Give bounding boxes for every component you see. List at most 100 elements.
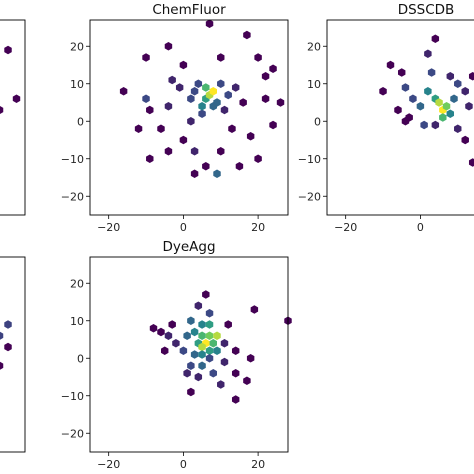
axes-frame xyxy=(89,256,289,453)
hexbin-cell xyxy=(205,353,214,363)
hexbin-cell xyxy=(0,331,4,340)
y-tick-label: 0 xyxy=(77,352,84,365)
hexbin-cell xyxy=(427,68,436,77)
chart-panel-3: −20 0 −20 −10 0 10 20 DSSCDB xyxy=(298,2,474,234)
hexbin-cell xyxy=(431,34,440,44)
hexbin-cell xyxy=(409,94,417,104)
y-tick-label: −10 xyxy=(298,153,321,166)
y-tick-label: 10 xyxy=(70,78,84,91)
hexbin-cell xyxy=(198,361,206,371)
chart-panel-2: −20 0 20 −20 −10 0 10 20 ChemFluor xyxy=(61,2,289,234)
y-tick-label: −20 xyxy=(61,190,84,203)
hexbin-cell xyxy=(228,124,236,134)
hexbin-cell xyxy=(119,86,128,96)
y-tick-label: 0 xyxy=(77,115,84,128)
x-tick-label: 0 xyxy=(180,221,187,234)
axes-frame xyxy=(0,19,26,216)
hexbin-cell xyxy=(420,120,428,130)
axes-frame xyxy=(326,19,474,216)
hexbin-cell xyxy=(157,124,165,134)
x-tick-label: −20 xyxy=(97,221,120,234)
hexbin-cell xyxy=(276,98,285,107)
hexbin-cell xyxy=(190,350,199,359)
y-tick-label: −10 xyxy=(61,390,84,403)
y-tick-label: 0 xyxy=(314,115,321,128)
hexbin-cell xyxy=(468,71,474,81)
hexbin-cell xyxy=(379,86,387,96)
hexbin-cell xyxy=(243,30,251,40)
hexbin-cell xyxy=(424,49,432,59)
hexbin-cell xyxy=(198,342,206,352)
hexbin-cell xyxy=(454,79,462,89)
hexbin-cell xyxy=(386,60,395,70)
hexbin-cell xyxy=(246,353,255,363)
y-tick-label: −10 xyxy=(61,153,84,166)
hexbin-cell xyxy=(209,86,218,96)
y-tick-label: 20 xyxy=(70,277,84,290)
hexbin-cell xyxy=(224,320,232,329)
hexbin-cell xyxy=(4,342,12,352)
x-tick-label: 0 xyxy=(180,458,187,471)
hexbin-cell xyxy=(205,320,214,329)
hexbin-cell xyxy=(194,301,203,311)
y-tick-label: −20 xyxy=(298,190,321,203)
hexbin-cell xyxy=(202,161,210,171)
hexbin-cell xyxy=(446,109,455,119)
hexbin-cell xyxy=(205,19,214,29)
hexbin-cell xyxy=(250,305,259,314)
hexbin-cell xyxy=(149,323,158,333)
hexbin-cell xyxy=(269,120,277,130)
hexbin-cell xyxy=(454,124,462,134)
hexbin-cell xyxy=(424,86,432,96)
hexbin-cell xyxy=(157,327,165,337)
hexbin-cell xyxy=(246,131,255,141)
hexbin-cell xyxy=(164,101,173,111)
hexbin-cell xyxy=(194,372,203,382)
hexbin-cell xyxy=(183,368,191,378)
hexbin-cell xyxy=(465,101,473,111)
y-tick-label: −20 xyxy=(61,427,84,440)
hexbin-cell xyxy=(261,94,270,104)
hexbin-cell xyxy=(172,338,180,348)
hexbin-cell xyxy=(142,94,150,104)
hexbin-cell xyxy=(198,331,206,341)
hexbin-cell xyxy=(187,387,195,397)
hexbin-cell xyxy=(0,105,4,115)
hexbin-cell xyxy=(142,53,150,62)
hexbin-cell xyxy=(205,346,214,356)
hexbin-cell xyxy=(190,86,199,96)
hexbin-cell xyxy=(198,101,206,111)
hexbin-cell xyxy=(146,105,154,115)
hexbin-cell xyxy=(168,320,176,329)
hexbin-cell xyxy=(217,380,225,389)
hexbin-cell xyxy=(198,320,206,329)
hexbin-cell xyxy=(269,64,277,74)
hexbin-cell xyxy=(187,116,195,126)
hexbin-cell xyxy=(187,316,195,326)
hexbin-cell xyxy=(179,135,188,145)
hexbin-cell xyxy=(179,346,188,356)
hexbin-cell xyxy=(231,395,240,404)
hexbin-cell xyxy=(397,68,406,77)
hexbin-cell xyxy=(442,101,451,111)
hexbin-cell xyxy=(0,361,4,370)
hexbin-cell xyxy=(217,79,225,89)
hexbin-cell xyxy=(461,135,469,145)
axes-frame xyxy=(89,19,289,216)
hexbin-cell xyxy=(187,361,195,371)
hexbin-cell xyxy=(160,346,169,356)
hexbin-cell xyxy=(164,41,173,51)
x-tick-label: −20 xyxy=(334,221,357,234)
hexbin-cell xyxy=(164,146,173,156)
hexbin-cell xyxy=(254,154,262,164)
hexbin-cell xyxy=(4,45,12,55)
x-tick-label: 20 xyxy=(251,458,265,471)
hexbin-cell xyxy=(468,158,474,167)
hexbin-cell xyxy=(235,161,244,171)
y-tick-label: 10 xyxy=(70,315,84,328)
chart-panel-5: −20 0 20 −20 −10 0 10 20 DyeAgg xyxy=(61,239,292,471)
hexbin-cell xyxy=(224,90,232,100)
hexbin-cell xyxy=(209,368,218,378)
hexbin-cell xyxy=(205,331,214,341)
